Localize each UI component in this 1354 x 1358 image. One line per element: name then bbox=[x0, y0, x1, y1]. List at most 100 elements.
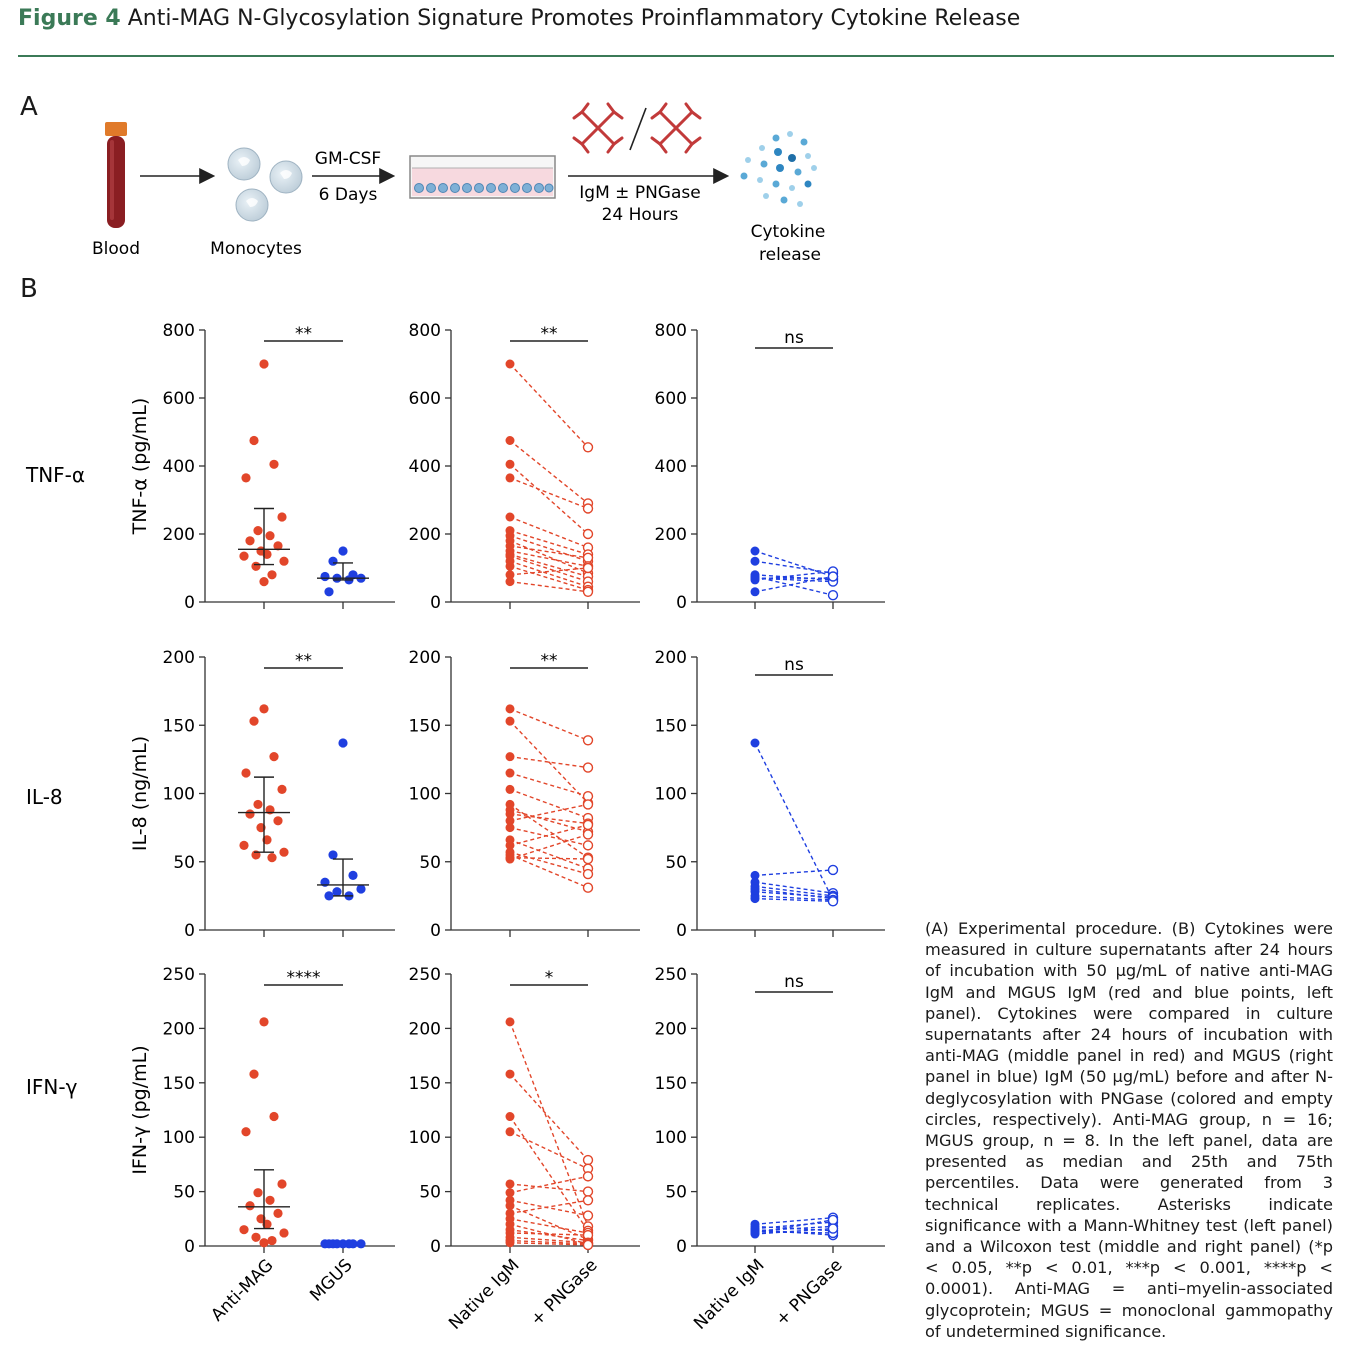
anti-mag-point bbox=[265, 1195, 275, 1205]
anti-mag-point bbox=[253, 799, 263, 810]
anti-mag-point bbox=[259, 577, 269, 587]
anti-mag-point bbox=[259, 1238, 269, 1248]
row-label-2: IFN-γ bbox=[26, 1075, 78, 1099]
paired-line bbox=[754, 1231, 834, 1234]
mgus-point bbox=[328, 556, 338, 566]
y-tick-label: 0 bbox=[430, 593, 441, 613]
figure-label: Figure 4 bbox=[18, 6, 121, 31]
significance-label: ** bbox=[295, 324, 312, 344]
paired-line bbox=[754, 1219, 834, 1234]
paired-line bbox=[509, 516, 589, 549]
anti-mag-point bbox=[269, 459, 279, 469]
anti-mag-point bbox=[279, 847, 289, 857]
panel-a-label: A bbox=[20, 92, 38, 122]
anti-mag-point bbox=[279, 556, 289, 566]
paired-line bbox=[509, 803, 589, 822]
native-igm-point bbox=[750, 575, 760, 585]
paired-line bbox=[754, 1228, 834, 1236]
pngase-point bbox=[827, 864, 839, 876]
panel-b-label: B bbox=[20, 274, 38, 304]
native-igm-point bbox=[505, 823, 515, 833]
y-tick-label: 400 bbox=[409, 457, 441, 477]
paired-line bbox=[509, 854, 589, 889]
monocytes-label: Monocytes bbox=[210, 239, 302, 259]
anti-mag-point bbox=[241, 1127, 251, 1137]
native-igm-point bbox=[505, 1179, 515, 1189]
anti-mag-point bbox=[245, 1201, 255, 1211]
y-tick-label: 250 bbox=[409, 965, 441, 985]
paired-line bbox=[509, 755, 589, 769]
native-igm-point bbox=[505, 854, 515, 864]
anti-mag-point bbox=[249, 435, 259, 446]
paired-line bbox=[509, 580, 589, 593]
paired-line bbox=[754, 1217, 834, 1225]
y-tick-label: 0 bbox=[676, 1237, 687, 1257]
native-igm-point bbox=[750, 738, 760, 748]
experimental-scheme: Blood Monocytes GM-CSF 6 Days bbox=[92, 102, 825, 265]
mgus-point bbox=[356, 884, 366, 894]
paired-line bbox=[509, 1175, 589, 1194]
y-tick-label: 0 bbox=[184, 921, 195, 941]
anti-mag-point bbox=[262, 1219, 272, 1229]
paired-line bbox=[754, 570, 834, 581]
igm-antibody-icon bbox=[572, 102, 702, 154]
pngase-point bbox=[582, 853, 594, 865]
mgus-point bbox=[338, 738, 348, 748]
anti-mag-point bbox=[249, 1069, 259, 1079]
anti-mag-point bbox=[259, 1017, 269, 1027]
paired-line bbox=[754, 577, 834, 583]
x-tick-label: Native IgM bbox=[690, 1255, 768, 1333]
paired-line bbox=[754, 575, 834, 596]
y-tick-label: 250 bbox=[163, 965, 195, 985]
anti-mag-point bbox=[253, 1188, 263, 1198]
y-tick-label: 150 bbox=[163, 1074, 195, 1094]
blood-label: Blood bbox=[92, 239, 140, 259]
title-divider bbox=[18, 55, 1334, 57]
paired-line bbox=[509, 1232, 589, 1236]
mgus-point bbox=[328, 850, 338, 860]
x-tick-label: Native IgM bbox=[445, 1255, 523, 1333]
y-tick-label: 200 bbox=[409, 525, 441, 545]
anti-mag-point bbox=[262, 835, 272, 845]
y-tick-label: 200 bbox=[163, 525, 195, 545]
pngase-point bbox=[827, 1223, 839, 1234]
y-tick-label: 800 bbox=[655, 321, 687, 341]
y-tick-label: 200 bbox=[655, 1019, 687, 1039]
y-tick-label: 100 bbox=[655, 785, 687, 805]
significance-label: **** bbox=[287, 968, 321, 988]
anti-mag-point bbox=[251, 561, 261, 571]
y-axis-label-0: TNF-α (pg/mL) bbox=[129, 398, 151, 536]
paired-line bbox=[754, 891, 834, 898]
anti-mag-point bbox=[241, 768, 251, 778]
paired-line bbox=[509, 1242, 589, 1246]
paired-line bbox=[509, 772, 589, 797]
native-igm-point bbox=[505, 359, 515, 369]
pngase-point bbox=[582, 762, 594, 773]
significance-label: * bbox=[545, 968, 554, 988]
native-igm-point bbox=[505, 577, 515, 587]
y-tick-label: 100 bbox=[655, 1128, 687, 1148]
anti-mag-point bbox=[279, 1228, 289, 1238]
anti-mag-point bbox=[273, 1208, 283, 1218]
y-tick-label: 400 bbox=[655, 457, 687, 477]
y-tick-label: 150 bbox=[163, 716, 195, 736]
y-axis-label-1: IL-8 (ng/mL) bbox=[129, 736, 151, 851]
paired-line bbox=[509, 560, 589, 588]
native-igm-point bbox=[505, 512, 515, 522]
y-tick-label: 200 bbox=[163, 648, 195, 668]
pngase-point bbox=[582, 840, 594, 851]
paired-line bbox=[509, 1183, 589, 1193]
y-tick-label: 400 bbox=[163, 457, 195, 477]
pngase-point bbox=[582, 819, 594, 831]
paired-line bbox=[509, 550, 589, 567]
paired-line bbox=[754, 885, 834, 897]
paired-line bbox=[509, 1021, 589, 1227]
anti-mag-point bbox=[245, 809, 255, 819]
paired-line bbox=[509, 1199, 589, 1217]
paired-line bbox=[509, 1131, 589, 1170]
anti-mag-point bbox=[241, 473, 251, 483]
paired-line bbox=[509, 833, 589, 860]
pngase-point bbox=[582, 1210, 594, 1221]
significance-label: ns bbox=[784, 328, 804, 348]
